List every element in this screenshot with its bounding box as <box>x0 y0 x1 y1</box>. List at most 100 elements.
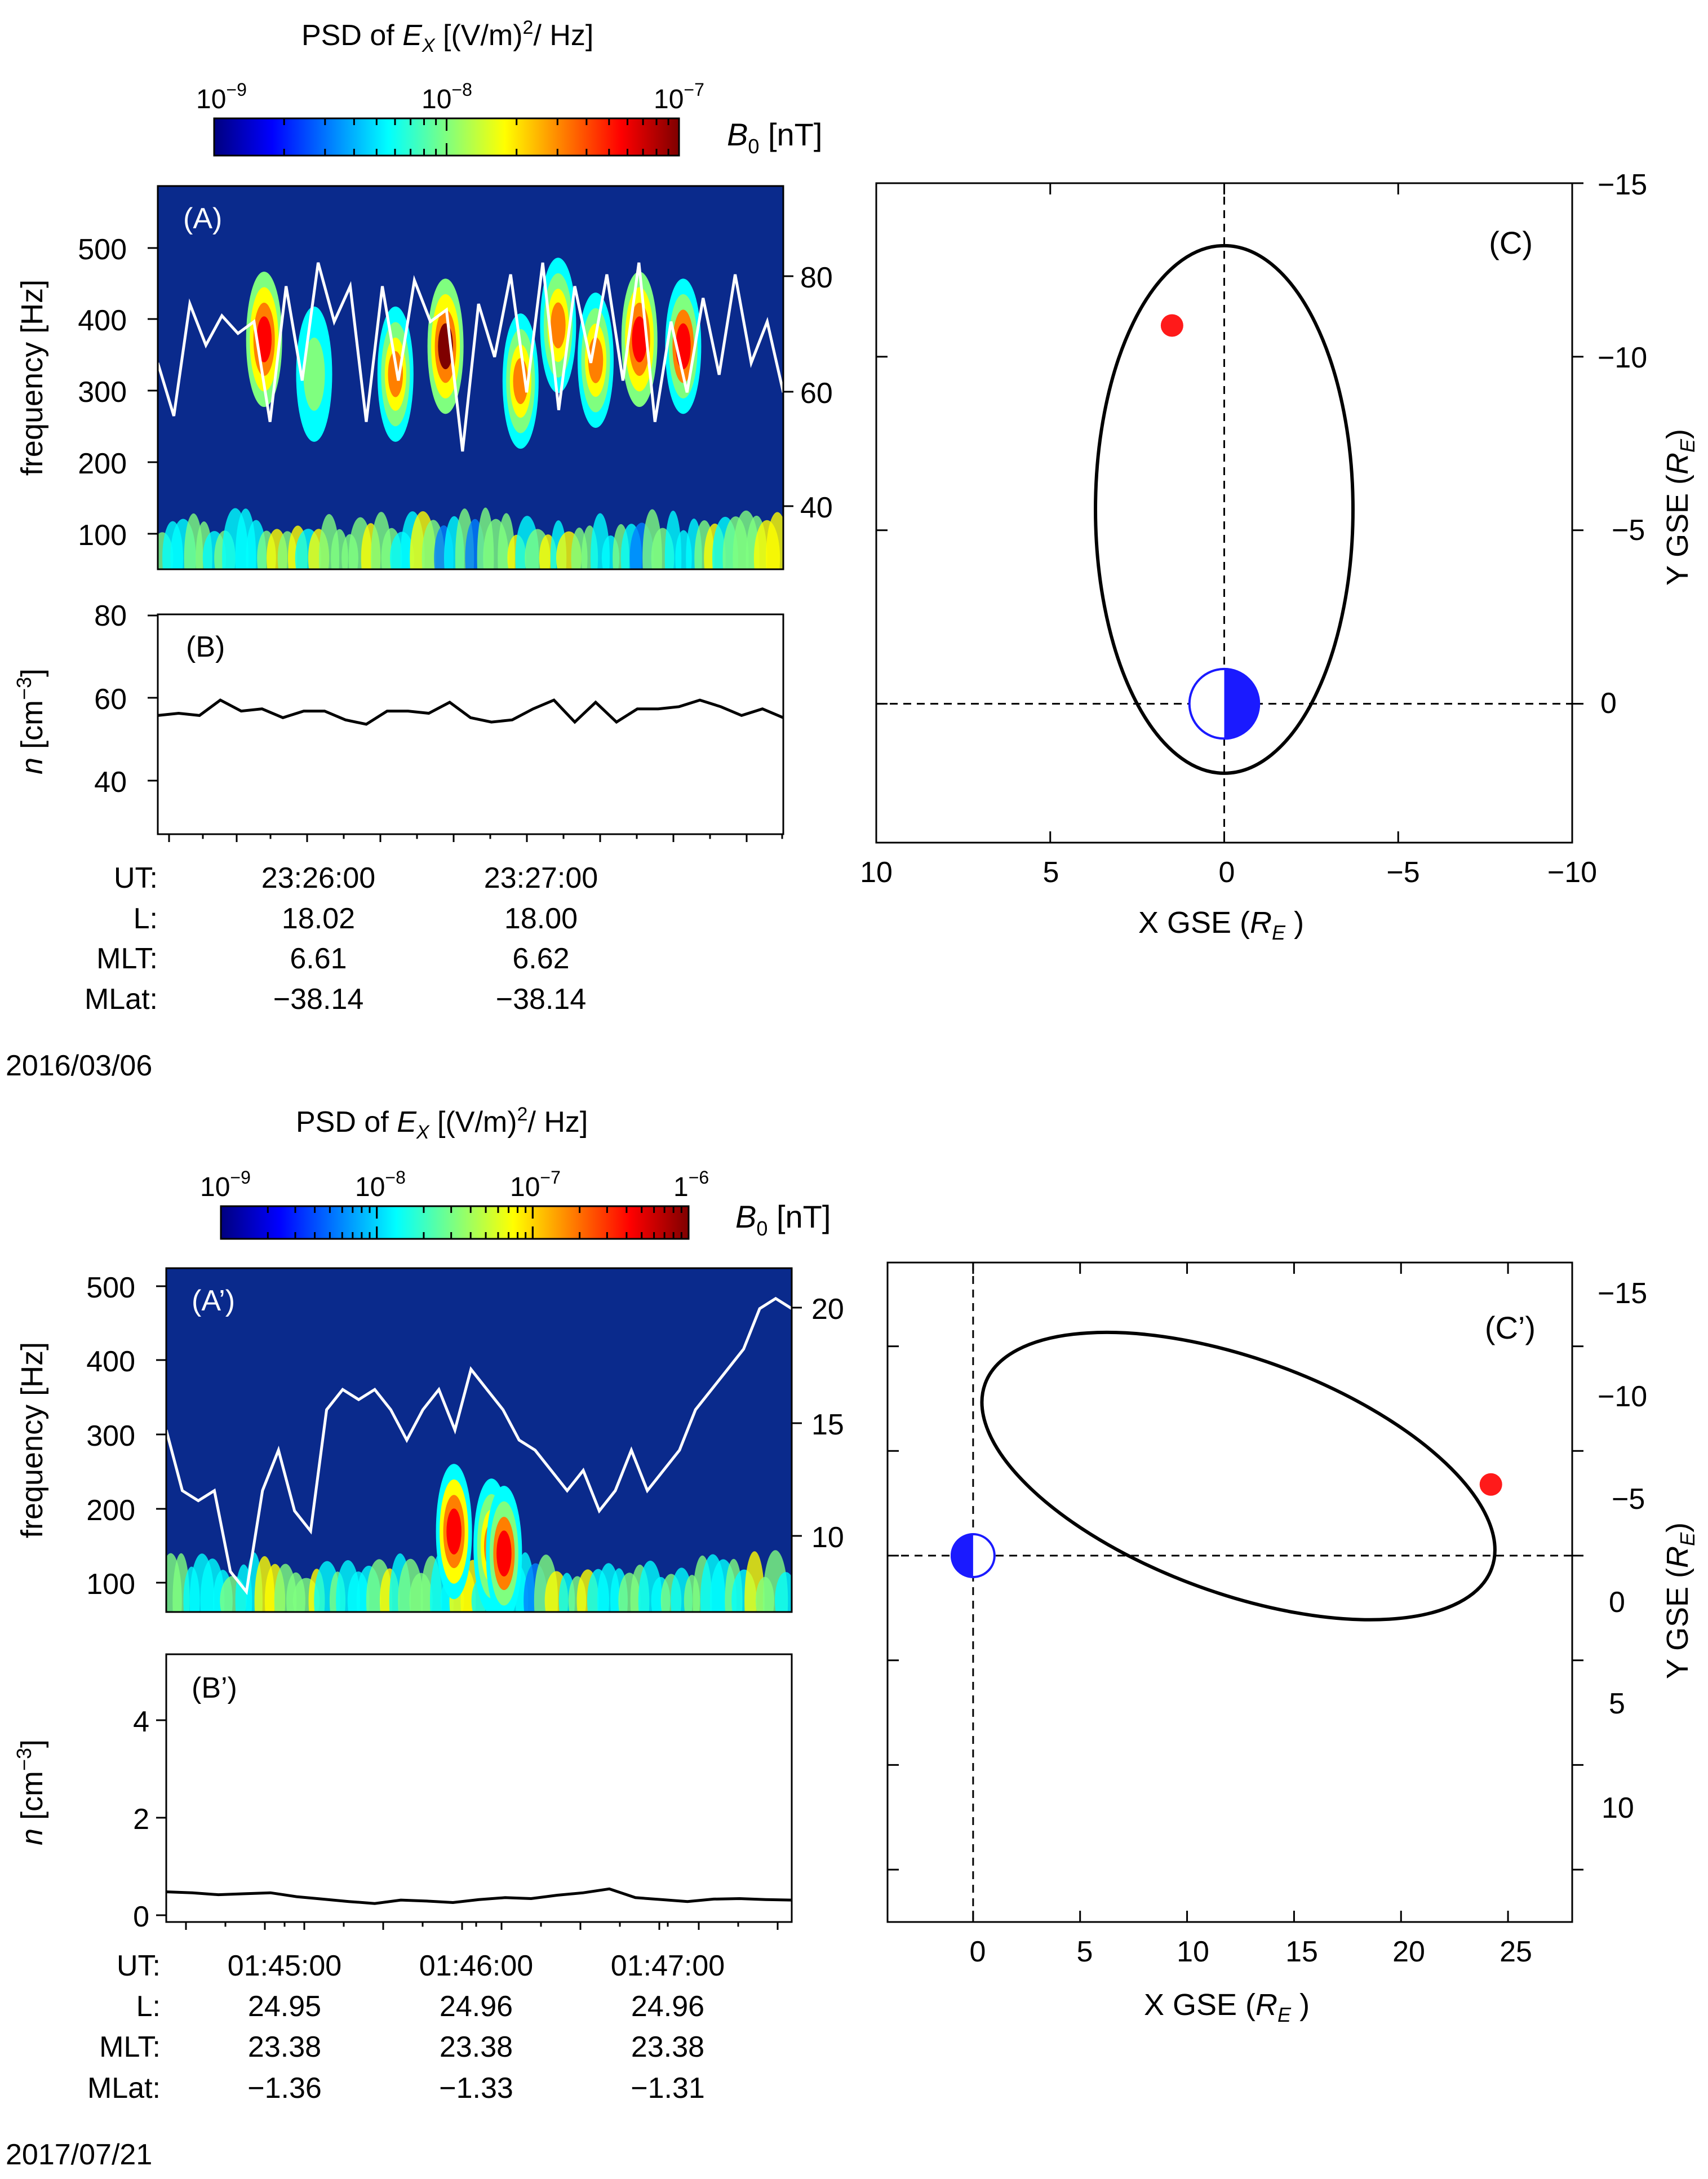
top-figure: PSD of EX [(V/m)2/ Hz] 10−9 10−8 10−7 B0… <box>6 17 1699 1082</box>
ytick-cp-0: 0 <box>1609 1586 1625 1619</box>
xlabel-c: X GSE (RE ) <box>1138 906 1304 944</box>
ytick-cp-m5: −5 <box>1612 1483 1645 1516</box>
eph-b-ut-3: 01:47:00 <box>611 1950 725 1982</box>
b0-trace-a <box>158 262 783 452</box>
bottom-figure: PSD of EX [(V/m)2/ Hz] 10−9 10−8 10−7 1−… <box>6 1104 1699 2171</box>
panel-label-b-prime: (B’) <box>192 1672 237 1704</box>
ytick-c-m10: −10 <box>1598 342 1647 374</box>
ytick-400: 400 <box>78 304 127 337</box>
eph-b-label-l: L: <box>136 1990 161 2023</box>
eph-b-ut-2: 01:46:00 <box>419 1950 533 1982</box>
eph-b-mlt-2: 23.38 <box>440 2031 513 2063</box>
ytick-60: 60 <box>94 683 127 716</box>
ytick-80: 80 <box>94 600 127 632</box>
eph-mlt-2: 6.62 <box>512 942 569 975</box>
ylabel-frequency-a: frequency [Hz] <box>15 280 49 476</box>
spacecraft-marker <box>1479 1473 1502 1496</box>
eph-b-mlt-3: 23.38 <box>631 2031 704 2063</box>
panel-label-a: (A) <box>183 202 222 235</box>
x-ticks-b <box>168 834 783 842</box>
eph-b-mlt-1: 23.38 <box>248 2031 321 2063</box>
eph-ut-1: 23:26:00 <box>261 862 375 894</box>
orbit-c-prime: (C’) 0 5 10 15 20 25 X GSE (RE ) −15 −10… <box>886 1261 1699 2026</box>
ytick-p-2: 2 <box>133 1803 149 1836</box>
right-tick-15: 15 <box>811 1409 844 1441</box>
orbit-ellipse <box>1094 243 1355 775</box>
eph-b-ut-1: 01:45:00 <box>228 1950 341 1982</box>
eph-b-l-2: 24.96 <box>440 1990 513 2023</box>
ytick-c-m15: −15 <box>1598 169 1647 201</box>
xtick-cp-15: 15 <box>1285 1936 1318 1968</box>
ytick-c-m5: −5 <box>1612 514 1645 547</box>
eph-ut-2: 23:27:00 <box>484 862 598 894</box>
eph-l-2: 18.00 <box>504 902 578 935</box>
orbit-plot-c-prime <box>888 1263 1572 1922</box>
eph-b-label-mlt: MLT: <box>99 2031 161 2063</box>
panel-label-c-prime: (C’) <box>1485 1310 1536 1345</box>
y-ticks-b-prime <box>156 1719 166 1916</box>
right-tick-20: 20 <box>811 1293 844 1326</box>
colorbar-ticks-top <box>213 118 680 156</box>
spectrogram-a-prime: (A’) 500 400 300 200 100 20 15 10 freque… <box>15 1267 844 1613</box>
b0-trace-a-prime <box>166 1296 792 1596</box>
eph-b-mlat-3: −1.31 <box>631 2072 705 2105</box>
spectrogram-a: (A) 500 400 300 200 100 80 60 40 frequen… <box>15 185 833 570</box>
ytick-cp-m15: −15 <box>1598 1277 1647 1310</box>
orbit-ticks-c-prime <box>888 1263 1583 1922</box>
spectrogram-a-prime-bursts <box>166 1464 792 1612</box>
spectrogram-burst <box>446 1508 462 1555</box>
y-ticks-a-prime <box>156 1285 802 1584</box>
spectrogram-lowfreq-blob <box>766 512 783 569</box>
orbit-plot-c <box>876 183 1572 843</box>
xtick-cp-5: 5 <box>1077 1936 1093 1968</box>
density-line-b <box>157 698 784 726</box>
spectrogram-frame <box>157 185 784 570</box>
orbit-ellipse <box>980 1330 1497 1622</box>
xtick-c-m10: −10 <box>1547 856 1597 889</box>
xtick-c-5: 5 <box>1043 856 1059 889</box>
eph-b-label-mlat: MLat: <box>87 2072 161 2105</box>
density-b-prime: (B’) 4 2 0 n [cm−3] <box>12 1653 793 1933</box>
eph-b-label-ut: UT: <box>117 1950 161 1982</box>
colorbar-ticks-bottom <box>220 1206 690 1239</box>
ytick-200: 200 <box>78 448 127 480</box>
y-ticks-a <box>148 247 793 535</box>
xtick-cp-25: 25 <box>1500 1936 1532 1968</box>
spectrogram-burst <box>551 302 566 349</box>
earth-night-side <box>1224 668 1259 739</box>
ytick-300: 300 <box>78 376 127 409</box>
ytick-p-100: 100 <box>86 1568 135 1601</box>
x-ticks-b-prime <box>185 1922 779 1930</box>
b0-label-top: B0 [nT] <box>727 117 822 158</box>
colorbar-bottom-tick-4: 1−6 <box>673 1167 709 1202</box>
ytick-cp-5: 5 <box>1609 1688 1625 1720</box>
ephemeris-top: UT: L: MLT: MLat: 23:26:00 18.02 6.61 −3… <box>85 862 598 1016</box>
right-tick-60: 60 <box>800 377 833 410</box>
eph-label-mlat: MLat: <box>85 983 158 1016</box>
y-ticks-b <box>148 614 158 782</box>
eph-mlat-1: −38.14 <box>273 983 364 1016</box>
spectrogram-lowfreq-blob <box>775 1572 792 1612</box>
colorbar-tick-label-1: 10−9 <box>196 79 247 114</box>
eph-label-ut: UT: <box>114 862 158 894</box>
ytick-p-0: 0 <box>133 1901 149 1933</box>
orbit-frame-c-prime <box>886 1261 1573 1923</box>
ytick-cp-m10: −10 <box>1598 1380 1647 1413</box>
orbit-c: (C) 10 5 0 −5 −10 X GSE (RE ) −15 −10 −5… <box>860 169 1699 944</box>
panel-label-a-prime: (A’) <box>192 1285 235 1317</box>
spectrogram-burst <box>496 1530 512 1576</box>
ylabel-c: Y GSE (RE) <box>1661 429 1699 586</box>
xtick-c-0: 0 <box>1219 856 1235 889</box>
ytick-p-300: 300 <box>86 1420 135 1452</box>
eph-b-l-1: 24.95 <box>248 1990 321 2023</box>
ytick-p-4: 4 <box>133 1706 149 1738</box>
xtick-cp-0: 0 <box>970 1936 986 1968</box>
colorbar-bottom-tick-2: 10−8 <box>355 1167 406 1202</box>
ytick-c-0: 0 <box>1600 687 1617 720</box>
xtick-cp-10: 10 <box>1177 1936 1209 1968</box>
ylabel-density-b-prime: n [cm−3] <box>12 1739 49 1845</box>
eph-mlt-1: 6.61 <box>290 942 347 975</box>
date-top: 2016/03/06 <box>6 1049 152 1082</box>
earth-night-side <box>951 1534 973 1577</box>
